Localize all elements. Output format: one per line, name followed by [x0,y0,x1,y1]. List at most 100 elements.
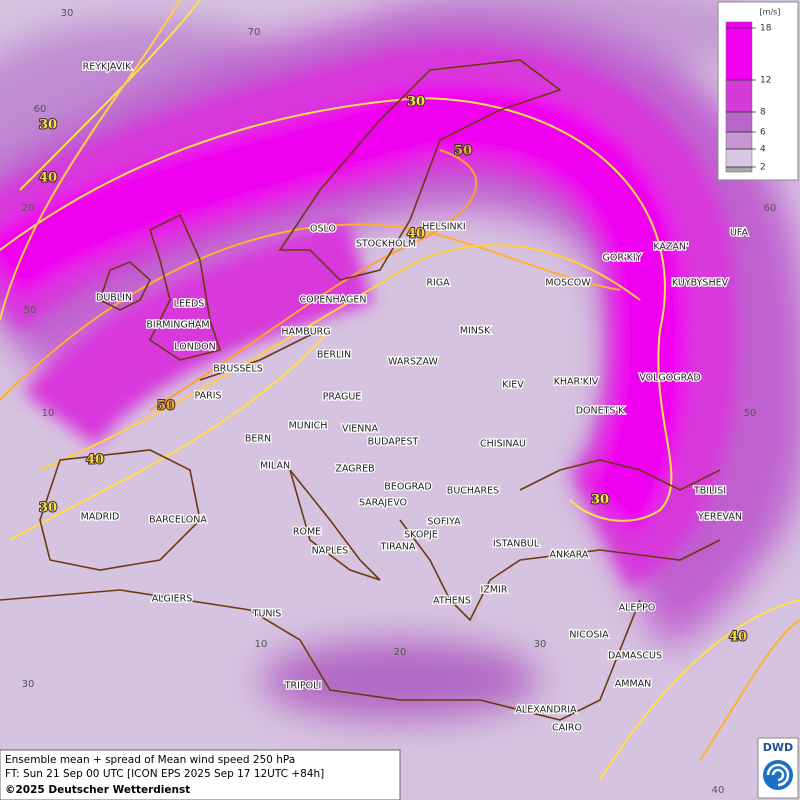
contour-label: 40 [729,630,747,645]
legend-tick-label: 6 [760,128,766,138]
grid-label: 10 [42,408,55,419]
city-label: TUNIS [252,609,282,620]
footer: Ensemble mean + spread of Mean wind spee… [0,737,799,801]
logo-swirl [766,763,790,787]
contour-label: 40 [407,227,425,242]
city-label: VOLGOGRAD [639,373,700,384]
city-label: ZAGREB [335,464,374,475]
city-label: KAZAN' [653,242,688,253]
grid-label: 60 [34,104,47,115]
city-label: SARAJEVO [359,498,407,509]
footer-title: Ensemble mean + spread of Mean wind spee… [5,754,295,766]
city-label: UFA [730,228,749,239]
city-label: ROME [293,527,321,538]
city-label: ALEXANDRIA [515,705,577,716]
city-label: DUBLIN [96,293,132,304]
city-label: NICOSIA [569,630,609,641]
grid-label: 30 [61,8,74,19]
city-label: COPENHAGEN [300,295,367,306]
city-label: PARIS [194,391,221,402]
contour-label: 30 [39,501,57,516]
city-label: WARSZAW [388,357,438,368]
legend-tick-label: 2 [760,163,766,173]
city-label: SOFIYA [427,517,461,528]
city-label: MINSK [460,326,491,337]
city-label: MUNICH [289,421,328,432]
isotachs [0,0,800,781]
city-label: RIGA [426,278,450,289]
footer-box [0,749,401,801]
city-label: TRIPOLI [284,681,322,692]
city-label: STOCKHOLM [356,239,416,250]
grid-label: 30 [534,639,547,650]
grid-label: 70 [248,27,261,38]
city-label: SKOPJE [404,530,438,541]
city-label: DAMASCUS [608,651,662,662]
legend-tick-label: 8 [760,108,766,118]
city-label: BUCHARES [447,486,499,497]
footer-copyright: ©2025 Deutscher Wetterdienst [5,784,190,796]
city-label: CHISINAU [480,439,526,450]
legend-tick-label: 12 [760,76,771,86]
contour-label: 30 [39,118,57,133]
city-label: KUYBYSHEV [672,278,729,289]
city-label: MILAN [260,461,290,472]
city-label: BERN [245,434,271,445]
city-label: LONDON [174,342,215,353]
city-label: BARCELONA [149,515,207,526]
contour-label: 50 [157,399,175,414]
city-label: KHAR'KIV [554,377,599,388]
city-label: LEEDS [174,299,205,310]
grid-label: 60 [764,203,777,214]
city-label: BUDAPEST [368,437,419,448]
city-label: ALEPPO [619,603,656,614]
city-label: IZMIR [481,585,508,596]
city-label: KIEV [502,380,524,391]
city-label: YEREVAN [697,512,742,523]
grid-label: 50 [24,305,37,316]
city-label: HAMBURG [281,327,330,338]
legend-swatch [725,79,753,113]
city-label: TIRANA [380,542,416,553]
city-label: TBILISI [693,486,726,497]
city-label: DONETS'K [576,406,625,417]
city-label: HELSINKI [422,222,465,233]
grid-label: 50 [744,408,757,419]
logo: DWD [763,741,793,754]
city-label: ALGIERS [152,594,193,605]
city-label: BIRMINGHAM [146,320,209,331]
legend-tick-label: 4 [760,145,766,155]
city-label: MADRID [81,512,120,523]
legend-swatch [725,148,753,168]
city-label: CAIRO [552,723,582,734]
city-label: ANKARA [550,550,589,561]
contour-label: 30 [407,95,425,110]
city-label: MOSCOW [545,278,591,289]
city-label: AMMAN [615,679,652,690]
contour-label: 40 [86,453,104,468]
city-label: ISTANBUL [493,539,540,550]
legend-tick-label: 18 [760,24,772,34]
legend: [m/s] 18 12 8 6 4 2 [717,1,799,181]
city-label: NAPLES [312,546,349,557]
grid-label: 40 [712,785,725,796]
contour-label: 30 [591,493,609,508]
city-label: REYKJAVIK [83,62,132,73]
city-label: OSLO [310,224,336,235]
city-label: BERLIN [317,350,351,361]
grid-label: 30 [22,679,35,690]
footer-forecast: FT: Sun 21 Sep 00 UTC [ICON EPS 2025 Sep… [5,768,324,780]
city-label: VIENNA [342,424,379,435]
coastlines [0,59,721,721]
legend-swatch [725,166,753,173]
legend-swatch [725,21,753,81]
grid-label: 10 [255,639,268,650]
contour-label: 40 [39,171,57,186]
legend-unit: [m/s] [760,8,781,17]
legend-swatch [725,111,753,133]
city-label: GOR'KIY [603,253,642,264]
grid-label: 20 [22,203,35,214]
contour-label: 50 [454,144,472,159]
city-label: BEOGRAD [384,482,431,493]
